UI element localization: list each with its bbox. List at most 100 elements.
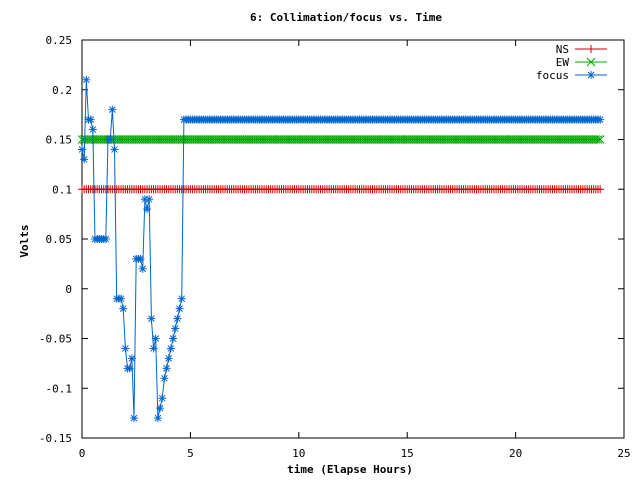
data-point-ew — [576, 135, 585, 144]
data-point-focus — [108, 105, 117, 114]
y-axis-title: Volts — [18, 224, 31, 257]
data-point-ew — [149, 135, 158, 144]
data-point-ew — [147, 135, 156, 144]
data-point-ew — [428, 135, 438, 144]
data-point-ew — [496, 135, 505, 144]
data-point-ew — [160, 135, 169, 144]
data-point-ew — [123, 135, 132, 144]
data-point-ew — [99, 135, 109, 144]
data-point-focus — [130, 414, 139, 423]
y-tick-label: -0.05 — [39, 333, 72, 346]
data-point-ew — [316, 135, 325, 144]
data-point-ew — [212, 135, 221, 144]
data-point-focus — [171, 324, 180, 333]
data-point-ew — [194, 135, 204, 144]
data-point-focus — [173, 314, 182, 323]
data-point-ew — [214, 135, 223, 144]
data-point-ew — [450, 135, 460, 144]
data-point-ew — [240, 135, 249, 144]
data-point-ew — [318, 135, 328, 144]
data-point-ew — [372, 135, 382, 144]
data-point-ew — [437, 135, 447, 144]
data-point-ew — [175, 135, 184, 144]
data-point-focus — [166, 344, 175, 353]
data-point-ew — [584, 135, 594, 144]
data-point-ew — [277, 135, 286, 144]
data-point-focus — [86, 115, 95, 124]
data-point-ew — [543, 135, 553, 144]
data-point-focus — [121, 344, 130, 353]
data-point-ew — [413, 135, 423, 144]
data-point-ew — [192, 135, 202, 144]
data-point-ew — [346, 135, 356, 144]
data-point-ew — [162, 135, 171, 144]
data-point-focus — [82, 75, 91, 84]
data-point-ew — [320, 135, 330, 144]
data-point-ew — [459, 135, 468, 144]
data-point-ew — [183, 135, 193, 144]
data-point-ew — [207, 135, 217, 144]
data-point-ew — [357, 135, 367, 144]
data-point-ew — [231, 135, 241, 144]
data-point-ew — [281, 135, 291, 144]
data-point-ew — [552, 135, 562, 144]
data-point-ew — [238, 135, 247, 144]
data-point-ew — [461, 135, 471, 144]
data-point-focus — [147, 314, 156, 323]
data-point-ew — [331, 135, 341, 144]
data-point-ew — [300, 135, 310, 144]
legend-marker — [587, 45, 595, 53]
data-point-ew — [233, 135, 243, 144]
data-point-ew — [498, 135, 507, 144]
data-point-ew — [532, 135, 542, 144]
data-point-ew — [567, 135, 577, 144]
data-point-ew — [511, 135, 520, 144]
data-point-ew — [313, 135, 323, 144]
legend-marker — [586, 57, 596, 67]
data-point-ew — [487, 135, 497, 144]
data-point-focus — [101, 235, 110, 243]
data-point-ew — [370, 135, 380, 144]
data-point-ew — [474, 135, 484, 144]
data-point-ew — [448, 135, 458, 144]
data-point-ew — [381, 135, 390, 144]
y-tick-label: 0 — [65, 283, 72, 296]
data-point-ew — [444, 135, 453, 144]
x-axis-title: time (Elapse Hours) — [287, 463, 413, 476]
data-point-ew — [266, 135, 275, 144]
data-point-ew — [389, 135, 399, 144]
data-point-ew — [307, 135, 317, 144]
data-point-ew — [545, 135, 555, 144]
data-point-ew — [463, 135, 473, 144]
x-tick-label: 15 — [401, 447, 414, 460]
data-point-ew — [402, 135, 412, 144]
y-tick-label: 0.1 — [52, 183, 72, 196]
data-point-ew — [168, 135, 178, 144]
x-tick-label: 5 — [187, 447, 194, 460]
data-point-ew — [513, 135, 523, 144]
data-point-ew — [333, 135, 343, 144]
data-point-ew — [480, 135, 490, 144]
data-point-ew — [452, 135, 462, 144]
legend-label: NS — [556, 43, 569, 56]
data-point-ew — [157, 135, 167, 144]
data-point-ew — [589, 135, 599, 144]
data-point-ew — [285, 135, 295, 144]
data-point-ew — [339, 135, 349, 144]
data-point-ew — [405, 135, 414, 144]
legend-marker — [587, 71, 595, 79]
data-point-ew — [261, 135, 271, 144]
data-point-ew — [565, 135, 575, 144]
data-point-ew — [264, 135, 273, 144]
data-point-ew — [164, 135, 174, 144]
data-point-focus — [119, 304, 128, 313]
data-point-ew — [294, 135, 304, 144]
series-focus — [78, 75, 605, 423]
data-point-ew — [94, 135, 104, 144]
data-point-ew — [90, 135, 100, 144]
data-point-ew — [342, 135, 351, 144]
data-point-ew — [467, 135, 477, 144]
data-point-ew — [155, 135, 165, 144]
data-point-ew — [528, 135, 538, 144]
data-point-ew — [188, 135, 197, 144]
